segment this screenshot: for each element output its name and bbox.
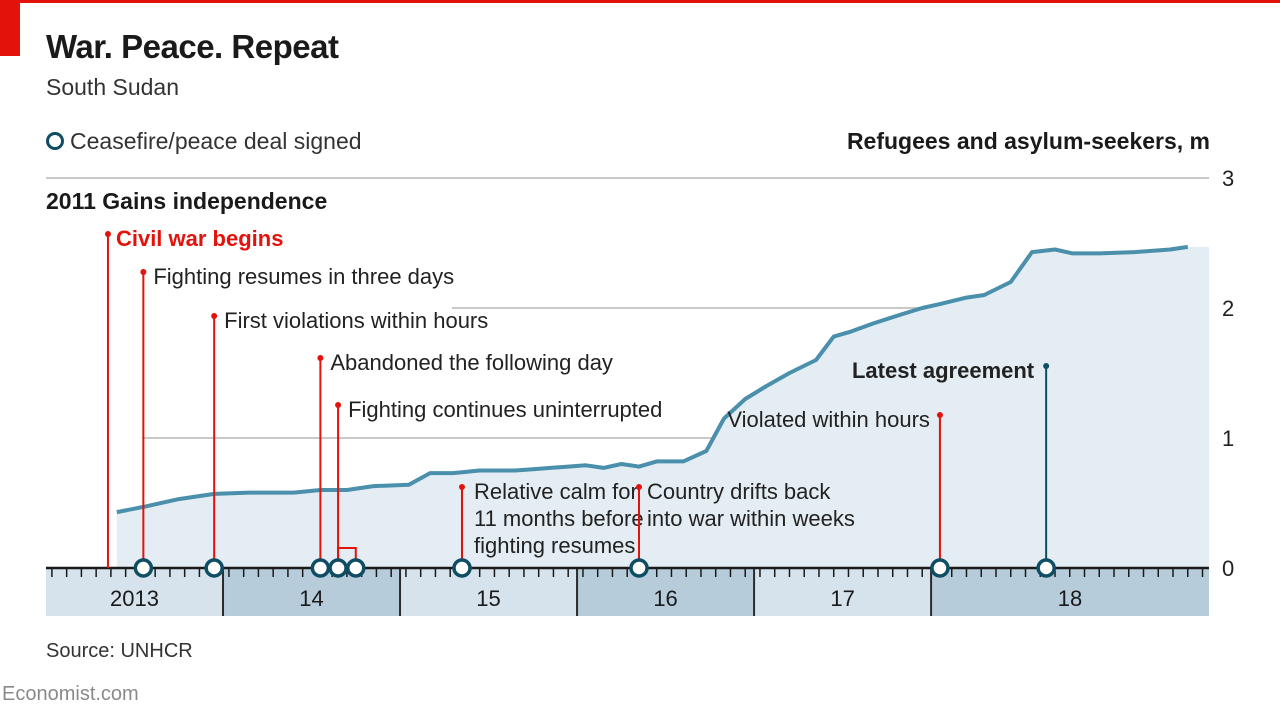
event-label: Abandoned the following day [330,350,613,375]
ceasefire-marker [310,558,331,578]
event-label: fighting resumes [474,533,635,558]
event-dot [104,231,111,237]
x-year-label: 14 [299,586,323,611]
ceasefire-marker [930,558,950,578]
event-dot [1043,363,1050,369]
event-label: Fighting continues uninterrupted [348,397,662,422]
event-label: into war within weeks [647,506,855,531]
event-label: 11 months before [474,506,644,531]
ceasefire-marker [452,558,472,578]
ceasefire-marker [1036,558,1056,578]
ceasefire-marker [204,558,224,578]
chart-subtitle: South Sudan [46,74,180,100]
timeline-heading: 2011 Gains independence [46,188,327,214]
ceasefire-marker [133,558,154,578]
event-dot [335,402,342,408]
event-label: Civil war begins [116,226,284,251]
event-label: First violations within hours [224,308,488,333]
event-dot [211,313,218,319]
ceasefire-marker-icon [46,132,64,150]
event-label: Violated within hours [727,407,930,432]
y-axis-label: Refugees and asylum-seekers, m [846,128,1210,154]
timeline-year-band [577,568,755,616]
event-label: Country drifts back [647,479,831,504]
ceasefire-marker [346,558,366,578]
source-note: Source: UNHCR [46,640,193,662]
x-year-label: 18 [1058,586,1082,611]
x-year-label: 17 [830,586,854,611]
event-dot [936,412,943,418]
timeline-year-band [223,568,401,616]
event-label: Latest agreement [852,358,1035,383]
timeline-year-band [400,568,578,616]
y-tick-label: 0 [1222,556,1234,581]
event-dot [458,484,465,490]
event-dot [140,269,147,275]
legend-label: Ceasefire/peace deal signed [70,128,362,154]
legend: Ceasefire/peace deal signed [46,128,362,155]
series-area [116,246,1209,568]
event-bracket [337,547,357,562]
series-line [116,244,1189,515]
y-tick-label: 1 [1222,426,1234,451]
y-tick-label: 3 [1222,166,1234,191]
timeline-year-band [46,568,224,616]
x-year-label: 2013 [110,586,159,611]
event-label: Fighting resumes in three days [153,264,454,289]
x-year-label: 15 [476,586,500,611]
ceasefire-marker [328,558,348,578]
event-dot [636,484,643,490]
y-tick-label: 2 [1222,296,1234,321]
chart-title: War. Peace. Repeat [46,28,339,65]
x-year-label: 16 [653,586,677,611]
top-rule [0,0,1280,3]
event-label: Relative calm for [474,479,638,504]
timeline-year-band [754,568,932,616]
brand-tag [0,0,20,56]
event-dot [317,355,324,361]
brand-watermark: Economist.com [2,683,139,705]
ceasefire-marker [629,558,649,578]
